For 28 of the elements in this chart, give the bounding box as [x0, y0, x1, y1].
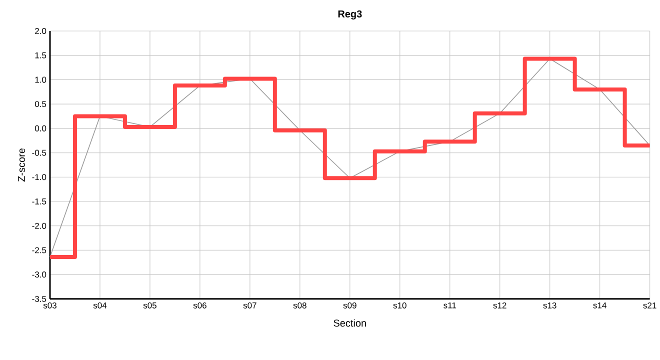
x-tick-label: s04	[93, 302, 107, 308]
y-tick-label: 1.0	[35, 76, 46, 83]
x-tick-label: s11	[444, 302, 456, 308]
y-tick-label: 0.0	[34, 125, 46, 132]
y-tick-label: -3.0	[32, 272, 46, 278]
y-tick-label: -2.5	[32, 247, 46, 254]
y-tick-label: -0.5	[32, 150, 46, 156]
x-tick-label: s14	[593, 302, 606, 308]
x-tick-label: s21	[643, 302, 656, 308]
y-tick-label: 0.5	[34, 101, 46, 108]
x-tick-label: s09	[343, 302, 356, 308]
y-tick-label: 2.0	[35, 28, 46, 34]
y-tick-label: -2.0	[32, 222, 46, 229]
y-tick-label: -1.5	[32, 198, 46, 204]
x-tick-label: s13	[543, 302, 556, 308]
x-tick-label: s05	[143, 302, 156, 308]
x-tick-label: s12	[493, 302, 506, 308]
y-tick-label: 1.5	[35, 52, 46, 58]
y-tick-label: -3.5	[32, 296, 46, 302]
x-tick-label: s08	[293, 302, 306, 308]
chart-title: Reg3	[338, 10, 362, 20]
y-tick-label: -1.0	[32, 174, 46, 180]
x-tick-label: s10	[393, 302, 406, 308]
x-axis-title: Section	[334, 319, 366, 327]
x-tick-label: s06	[193, 302, 206, 308]
x-tick-label: s07	[243, 302, 256, 308]
y-axis-title: Z-score	[18, 148, 25, 182]
x-tick-label: s03	[43, 302, 56, 308]
